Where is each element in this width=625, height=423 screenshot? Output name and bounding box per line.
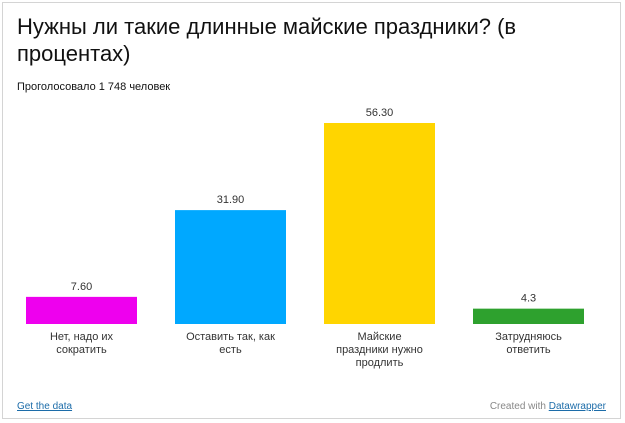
bar-1 xyxy=(175,210,286,324)
category-label-2: Майские праздники нужно продлить xyxy=(336,331,423,369)
category-label-1: Оставить так, как есть xyxy=(186,331,275,356)
bar-2 xyxy=(324,123,435,324)
value-label-0: 7.60 xyxy=(71,281,92,293)
category-label-line: Оставить так, как xyxy=(186,331,275,343)
value-label-2: 56.30 xyxy=(366,107,394,119)
category-label-line: продлить xyxy=(356,357,404,369)
value-label-3: 4.3 xyxy=(521,293,536,305)
get-data-link[interactable]: Get the data xyxy=(17,401,73,412)
category-label-line: Нет, надо их xyxy=(50,331,114,343)
bar-0 xyxy=(26,296,137,324)
chart-frame: Нужны ли такие длинные майские праздники… xyxy=(2,2,621,419)
footer-credit: Created with Datawrapper xyxy=(490,401,606,412)
created-with-text: Created with xyxy=(489,401,546,412)
category-label-line: есть xyxy=(219,344,242,356)
category-label-line: сократить xyxy=(56,344,107,356)
category-label-3: Затрудняюсь ответить xyxy=(495,331,562,356)
bar-chart: 7.60 Нет, надо их сократить 31.90 Оставить т… xyxy=(26,107,584,369)
category-label-line: праздники нужно xyxy=(336,344,423,356)
category-label-0: Нет, надо их сократить xyxy=(50,331,114,356)
datawrapper-link[interactable]: Datawrapper xyxy=(548,401,606,412)
bar-3 xyxy=(473,308,584,324)
chart-subtitle: Проголосовало 1 748 человек xyxy=(17,81,171,93)
value-label-1: 31.90 xyxy=(217,194,245,206)
category-label-line: ответить xyxy=(506,344,551,356)
chart-title: Нужны ли такие длинные майские праздники… xyxy=(17,14,517,66)
category-label-line: Затрудняюсь xyxy=(495,331,562,343)
category-label-line: Майские xyxy=(357,331,401,343)
